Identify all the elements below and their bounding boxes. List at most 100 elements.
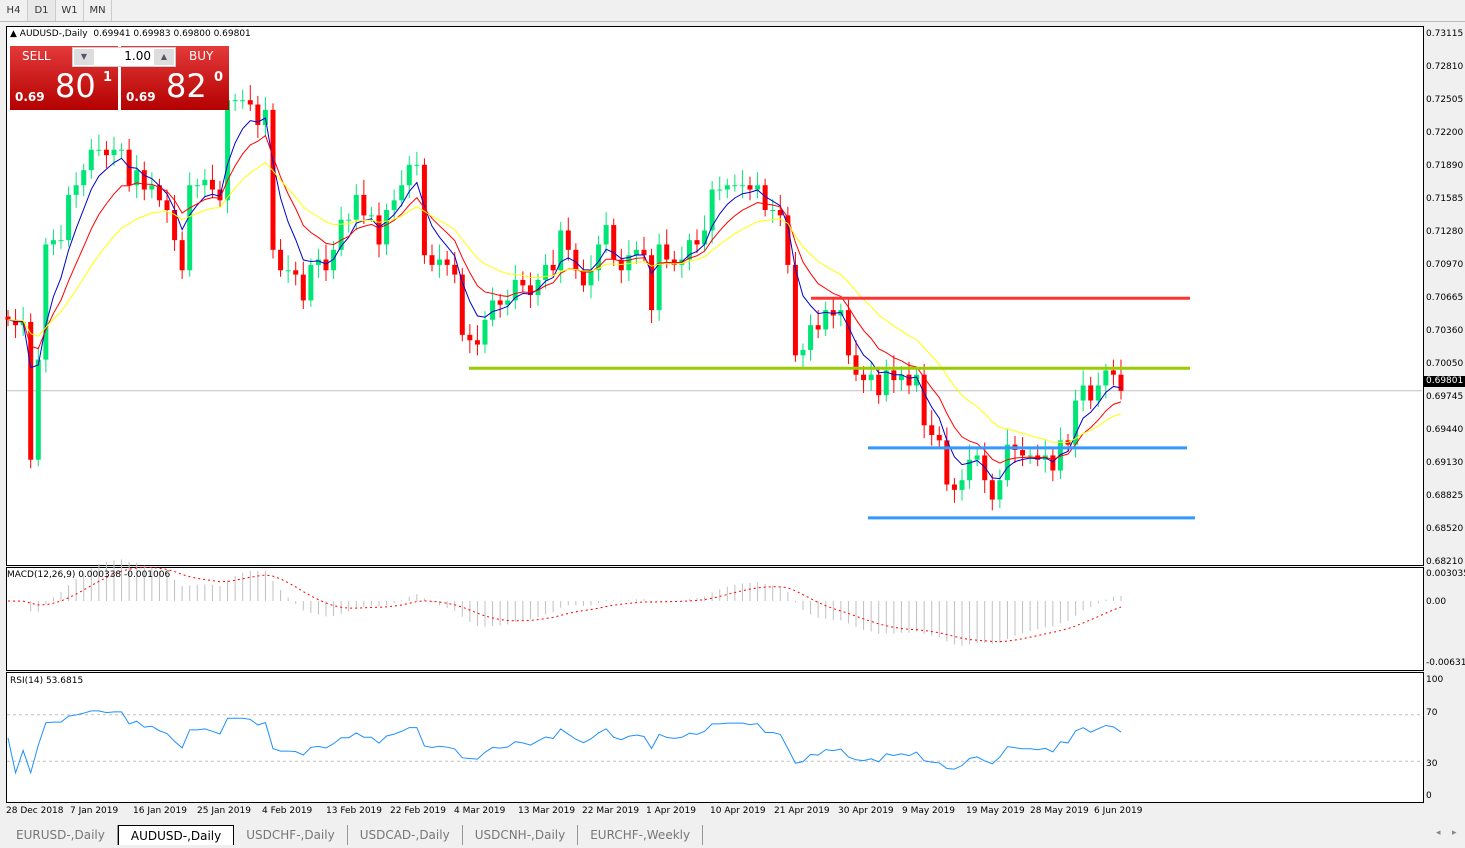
candle-body xyxy=(270,109,276,250)
date-axis-label: 6 Jun 2019 xyxy=(1094,806,1143,816)
timeframe-mn[interactable]: MN xyxy=(84,0,112,21)
candle-body xyxy=(944,440,950,485)
date-axis-label: 10 Apr 2019 xyxy=(710,806,766,816)
date-axis-label: 28 May 2019 xyxy=(1030,806,1089,816)
candle-body xyxy=(671,259,677,265)
tab-audusd[interactable]: AUDUSD-,Daily xyxy=(117,825,235,845)
timeframe-toolbar: H4 D1 W1 MN xyxy=(0,0,1465,22)
rsi-pane[interactable] xyxy=(6,672,1424,803)
price-axis-label: 0.70050 xyxy=(1426,359,1464,369)
candle-body xyxy=(891,370,897,381)
rsi-line xyxy=(7,710,1122,775)
candle-body xyxy=(5,316,11,320)
price-axis-label: 0.68520 xyxy=(1426,524,1464,534)
candle-body xyxy=(134,170,140,186)
tab-usdchf[interactable]: USDCHF-,Daily xyxy=(234,825,348,845)
candle-body xyxy=(384,210,390,245)
candle-body xyxy=(747,185,753,190)
candle-body xyxy=(686,240,692,260)
macd-pane[interactable] xyxy=(6,567,1424,671)
chart-title: ▲ AUDUSD-,Daily 0.69941 0.69983 0.69800 … xyxy=(10,29,251,39)
date-axis-label: 22 Mar 2019 xyxy=(582,806,640,816)
candle-body xyxy=(512,279,518,301)
candle-body xyxy=(172,210,178,241)
candle-body xyxy=(285,270,291,272)
sell-label: SELL xyxy=(22,49,51,63)
date-axis-label: 4 Mar 2019 xyxy=(454,806,506,816)
tab-eurchf[interactable]: EURCHF-,Weekly xyxy=(578,825,704,845)
rsi-axis-70: 70 xyxy=(1426,708,1438,718)
buy-price-prefix: 0.69 xyxy=(126,90,156,104)
candle-body xyxy=(308,264,314,301)
candle-body xyxy=(527,285,533,296)
macd-axis-max: 0.003035 xyxy=(1426,569,1465,579)
price-axis-label: 0.68210 xyxy=(1426,557,1464,567)
candle-body xyxy=(88,149,94,171)
candle-body xyxy=(664,244,670,260)
candle-body xyxy=(119,149,125,151)
candle-body xyxy=(724,185,730,190)
candle-body xyxy=(702,230,708,245)
rsi-axis-100: 100 xyxy=(1426,675,1444,685)
price-axis-label: 0.71890 xyxy=(1426,161,1464,171)
timeframe-w1[interactable]: W1 xyxy=(56,0,84,21)
candle-body xyxy=(368,215,374,217)
candle-body xyxy=(497,300,503,305)
date-axis-label: 16 Jan 2019 xyxy=(133,806,187,816)
ma-mid-line xyxy=(7,134,1122,464)
candle-body xyxy=(300,274,306,301)
candle-body xyxy=(194,185,200,187)
date-axis-label: 21 Apr 2019 xyxy=(774,806,830,816)
tab-scroll-left-icon[interactable]: ◂ xyxy=(1436,828,1441,838)
price-axis-label: 0.71585 xyxy=(1426,194,1464,204)
timeframe-d1[interactable]: D1 xyxy=(28,0,56,21)
tab-scroll-right-icon[interactable]: ▸ xyxy=(1452,828,1457,838)
rsi-label: RSI(14) 53.6815 xyxy=(10,676,84,686)
candle-body xyxy=(596,244,602,271)
date-axis-label: 7 Jan 2019 xyxy=(70,806,119,816)
candle-body xyxy=(1050,455,1056,471)
candle-body xyxy=(868,374,874,381)
date-axis-label: 25 Jan 2019 xyxy=(197,806,251,816)
buy-price-sup: 0 xyxy=(214,70,224,85)
rsi-axis-30: 30 xyxy=(1426,759,1438,769)
lot-size-input[interactable]: 1.00 xyxy=(124,49,151,63)
tab-eurusd[interactable]: EURUSD-,Daily xyxy=(4,825,118,845)
candle-body xyxy=(490,300,496,320)
candle-body xyxy=(853,355,859,375)
timeframe-h4[interactable]: H4 xyxy=(0,0,28,21)
candle-body xyxy=(376,215,382,245)
buy-label: BUY xyxy=(189,49,214,63)
decrease-lot-icon[interactable]: ▼ xyxy=(74,49,94,65)
candle-body xyxy=(35,359,41,460)
price-axis-label: 0.72505 xyxy=(1426,95,1464,105)
candle-body xyxy=(770,210,776,211)
candle-body xyxy=(179,240,185,271)
candle-body xyxy=(967,459,973,481)
candle-body xyxy=(876,374,882,396)
candle-body xyxy=(73,185,79,195)
candle-body xyxy=(565,230,571,250)
candle-body xyxy=(232,100,238,102)
price-axis-label: 0.71280 xyxy=(1426,227,1464,237)
candle-body xyxy=(278,249,284,271)
candle-body xyxy=(323,259,329,271)
tab-usdcnh[interactable]: USDCNH-,Daily xyxy=(463,825,579,845)
candle-body xyxy=(656,244,662,311)
candle-body xyxy=(755,185,761,190)
candle-body xyxy=(262,109,268,125)
lot-size-stepper[interactable]: ▼ 1.00 ▲ xyxy=(72,47,176,67)
tab-usdcad[interactable]: USDCAD-,Daily xyxy=(348,825,463,845)
increase-lot-icon[interactable]: ▲ xyxy=(154,49,174,65)
candle-body xyxy=(1073,400,1079,445)
price-pane[interactable] xyxy=(6,26,1424,566)
candle-body xyxy=(103,149,109,156)
candle-body xyxy=(156,185,162,201)
date-axis-label: 13 Feb 2019 xyxy=(326,806,383,816)
candle-body xyxy=(989,480,995,500)
buy-button[interactable]: BUY 0.69 82 0 xyxy=(121,46,229,110)
candle-body xyxy=(414,164,420,166)
candle-body xyxy=(800,349,806,356)
